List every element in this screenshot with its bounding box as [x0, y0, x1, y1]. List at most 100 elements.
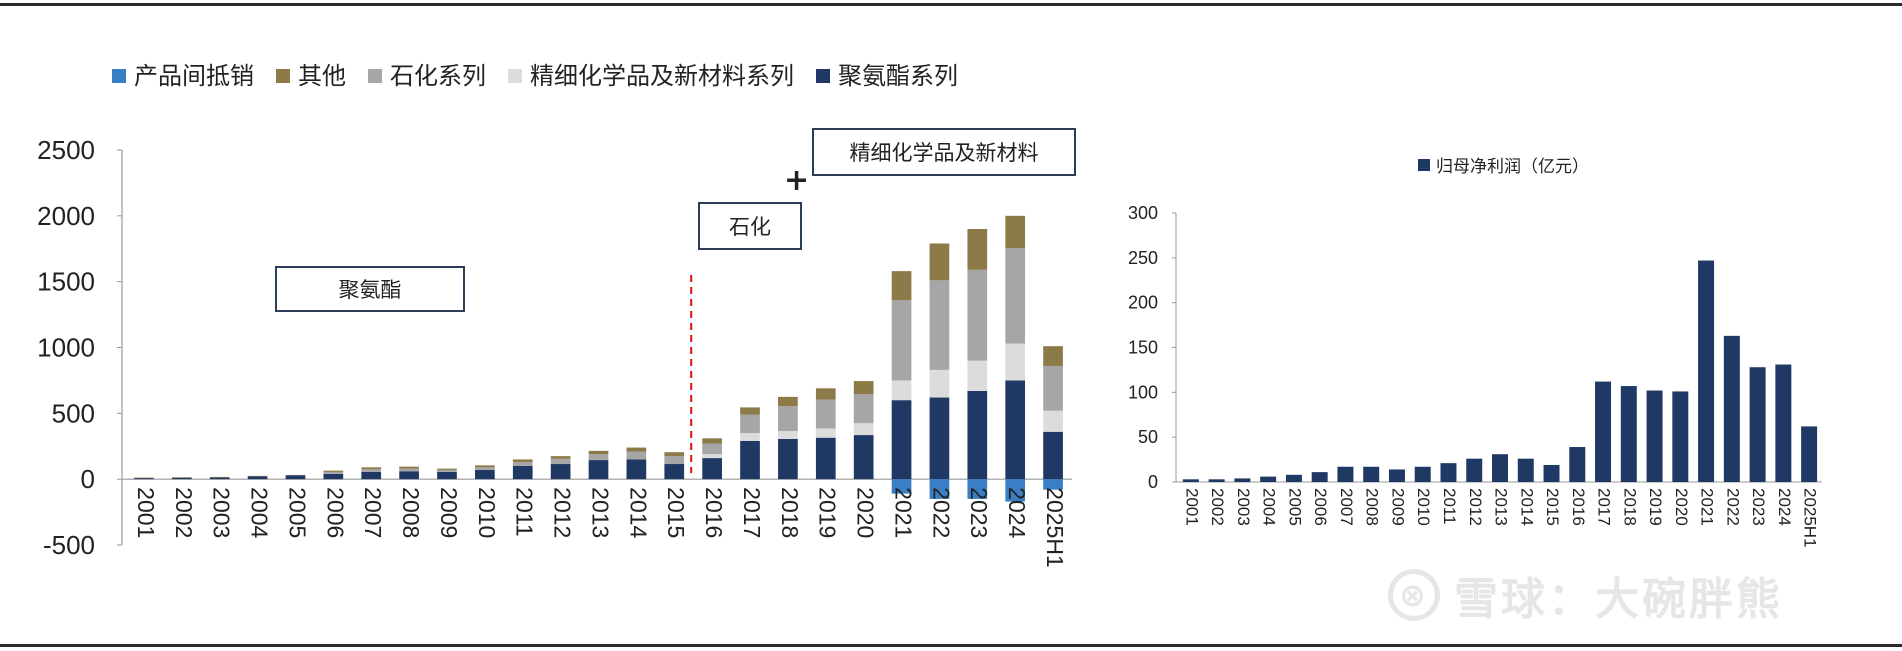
- chart1-bar-segment: [171, 477, 192, 480]
- chart1-bar-segment: [967, 229, 988, 270]
- chart1-x-tick-label: 2015: [663, 487, 689, 538]
- chart2-bar: [1646, 390, 1663, 482]
- chart1-y-tick-label: 1500: [37, 267, 95, 297]
- chart1-bar-segment: [1043, 346, 1063, 366]
- annotation-finechem: 精细化学品及新材料: [812, 128, 1076, 176]
- chart2-bar: [1620, 386, 1637, 482]
- chart1-x-tick-label: 2010: [474, 487, 500, 538]
- chart1-bar-segment-negative: [1005, 479, 1026, 502]
- top-rule: [0, 3, 1902, 6]
- chart2-bar: [1698, 260, 1715, 482]
- chart1-bar-segment: [853, 381, 874, 395]
- legend-swatch-finechem: [508, 69, 522, 83]
- chart1-bar-segment: [512, 459, 533, 463]
- chart2-bar: [1595, 381, 1612, 482]
- chart1-x-tick-label: 2001: [133, 487, 159, 538]
- legend-label-net-profit: 归母净利润（亿元）: [1436, 157, 1589, 177]
- chart1-bar-segment-negative: [967, 479, 988, 499]
- chart2-x-tick-label: 2003: [1234, 488, 1253, 526]
- legend-swatch-offset: [112, 69, 126, 83]
- chart1-bar-segment: [475, 469, 495, 480]
- bottom-rule: [0, 644, 1902, 647]
- chart1-y-tick-label: 500: [52, 398, 95, 428]
- chart2-bar: [1260, 476, 1277, 482]
- chart2-bar: [1543, 464, 1560, 482]
- chart2-y-tick-label: 250: [1128, 248, 1158, 268]
- chart1-x-tick-label: 2023: [966, 487, 992, 538]
- chart1-bar-segment: [815, 428, 836, 438]
- chart2-x-tick-label: 2021: [1698, 488, 1717, 526]
- chart2-bar: [1440, 463, 1457, 482]
- legend-swatch-polyurethane: [816, 69, 830, 83]
- chart2-bar: [1208, 479, 1225, 482]
- chart1-y-tick-label: 0: [81, 464, 95, 494]
- chart1-bar-segment: [134, 477, 154, 479]
- chart2-x-tick-label: 2013: [1492, 488, 1511, 526]
- chart1-bar-segment: [778, 406, 798, 432]
- chart1-bar-segment: [740, 440, 760, 480]
- chart1-x-tick-label: 2021: [890, 487, 916, 538]
- chart1-bar-segment: [778, 396, 798, 407]
- legend-item-offset: 产品间抵销: [112, 62, 254, 90]
- chart1-bar-segment: [891, 300, 912, 381]
- annotation-petrochem: 石化: [698, 202, 802, 250]
- chart2-x-tick-label: 2006: [1311, 488, 1330, 526]
- chart1-x-tick-label: 2017: [739, 487, 765, 538]
- chart2-bar: [1723, 335, 1740, 482]
- chart1-bar-segment: [740, 414, 760, 434]
- chart1-bar-segment: [891, 271, 912, 301]
- chart1-bar-segment: [626, 451, 647, 460]
- chart1-bar-segment: [853, 435, 874, 480]
- legend-label-offset: 产品间抵销: [134, 62, 254, 90]
- chart1-bar-segment: [626, 459, 647, 480]
- chart2-bar: [1363, 466, 1380, 482]
- chart1-bar-segment-negative: [929, 479, 950, 499]
- watermark: ⊗ 雪球：大碗胖熊: [1388, 563, 1783, 627]
- legend-swatch-petrochem: [368, 69, 382, 83]
- annotation-polyurethane: 聚氨酯: [275, 266, 465, 312]
- chart1-x-tick-label: 2006: [322, 487, 348, 538]
- chart1-bar-segment: [323, 470, 344, 472]
- chart1-bar-segment: [929, 243, 950, 281]
- annotation-plus: +: [784, 163, 810, 198]
- chart1-x-tick-label: 2013: [587, 487, 613, 538]
- chart2-bar: [1517, 458, 1534, 482]
- chart1-y-tick-label: 2000: [37, 201, 95, 231]
- chart1-bar-segment: [361, 469, 382, 472]
- chart2-x-tick-label: 2002: [1208, 488, 1227, 526]
- chart1-y-tick-label: 1000: [37, 333, 95, 363]
- chart2-x-tick-label: 2015: [1543, 488, 1562, 526]
- chart2-bar: [1285, 474, 1302, 482]
- chart1-bar-segment: [323, 471, 344, 474]
- xueqiu-logo-icon: ⊗: [1388, 569, 1440, 621]
- chart2-bar: [1775, 364, 1792, 482]
- chart1-bar-segment: [512, 462, 533, 466]
- chart1-bar-segment: [171, 477, 192, 478]
- chart2-y-tick-label: 300: [1128, 203, 1158, 223]
- chart2-x-tick-label: 2018: [1620, 488, 1639, 526]
- chart1-bar-segment: [399, 468, 419, 472]
- chart2-x-tick-label: 2022: [1723, 488, 1742, 526]
- chart2-bar: [1388, 469, 1405, 482]
- chart1-legend: 产品间抵销 其他 石化系列 精细化学品及新材料系列 聚氨酯系列: [112, 62, 980, 90]
- chart1-x-tick-label: 2007: [360, 487, 386, 538]
- chart1-bar-segment: [361, 467, 382, 470]
- chart2-bar: [1311, 472, 1328, 482]
- chart1-bar-segment: [588, 450, 609, 455]
- chart1-bar-segment: [929, 369, 950, 398]
- chart1-bar-segment: [702, 443, 722, 455]
- chart2-x-tick-label: 2004: [1260, 488, 1279, 526]
- chart2-x-tick-label: 2010: [1414, 488, 1433, 526]
- chart1-x-tick-label: 2003: [209, 487, 235, 538]
- chart1-bar-segment: [1005, 215, 1026, 249]
- chart1-x-tick-label: 2014: [625, 487, 651, 538]
- chart2-bar: [1466, 458, 1483, 482]
- legend-swatch-net-profit: [1418, 158, 1430, 171]
- chart2-x-tick-label: 2009: [1388, 488, 1407, 526]
- chart2-x-tick-label: 2020: [1672, 488, 1691, 526]
- chart1-bar-segment: [588, 454, 609, 461]
- chart1-bar-segment: [664, 464, 685, 480]
- chart1-bar-segment: [209, 476, 230, 478]
- chart1-bar-segment-negative: [1043, 479, 1063, 490]
